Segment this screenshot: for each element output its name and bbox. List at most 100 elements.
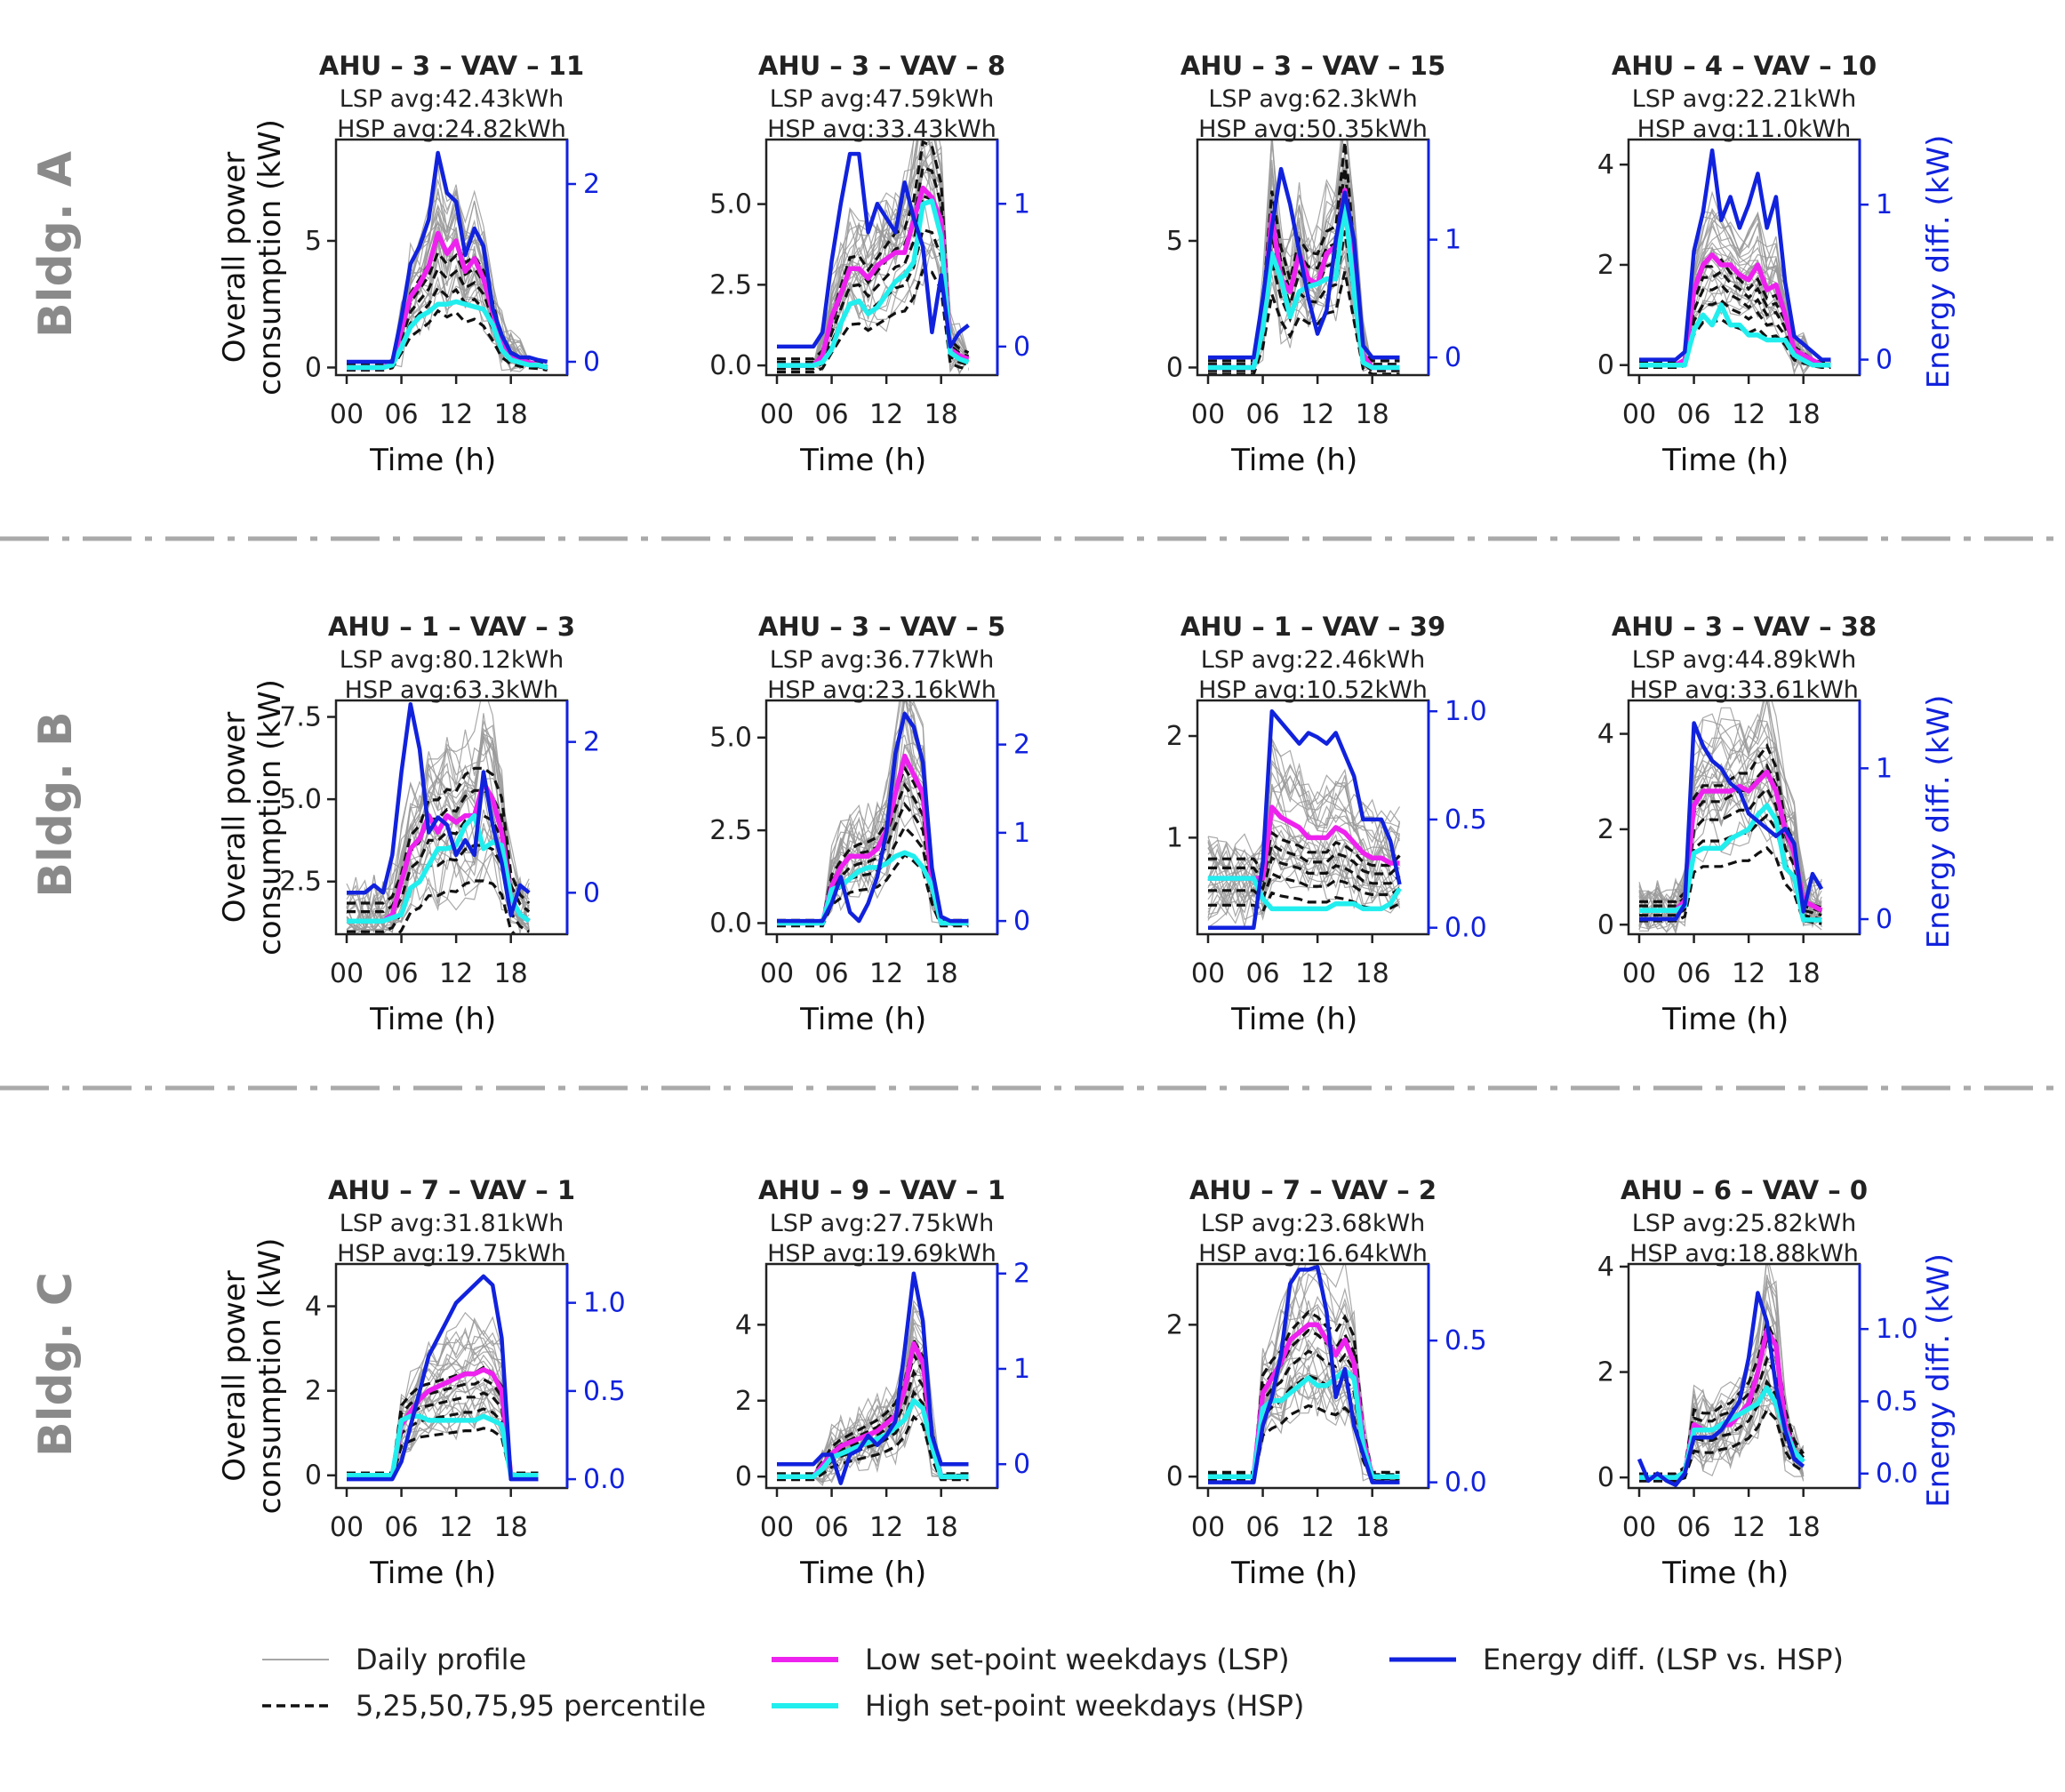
x-tick-label: 00 bbox=[330, 958, 364, 989]
y-tick-label: 2 bbox=[735, 1386, 752, 1417]
x-axis-label: Time (h) bbox=[1230, 443, 1357, 478]
y-tick-label: 0 bbox=[305, 1460, 322, 1492]
y2-tick-label: 1 bbox=[1013, 188, 1030, 220]
x-axis-label: Time (h) bbox=[369, 443, 496, 478]
x-tick-label: 06 bbox=[814, 399, 848, 430]
x-tick-label: 06 bbox=[1677, 1512, 1710, 1543]
percentile-line-95 bbox=[1639, 742, 1822, 909]
x-tick-label: 00 bbox=[1622, 1512, 1656, 1543]
daily-profile-line bbox=[346, 713, 530, 934]
legend-label: High set-point weekdays (HSP) bbox=[865, 1689, 1304, 1723]
y-tick-label: 0 bbox=[1166, 352, 1183, 383]
chart-title: AHU – 1 – VAV – 39 bbox=[1181, 612, 1445, 642]
hsp-line bbox=[347, 299, 548, 371]
daily-profile-line bbox=[777, 158, 969, 366]
daily-profile-line bbox=[1207, 860, 1400, 924]
daily-profile-line bbox=[346, 700, 530, 930]
daily-profile-line bbox=[347, 211, 548, 369]
y-tick-label: 4 bbox=[305, 1292, 322, 1323]
x-tick-label: 18 bbox=[1787, 1512, 1821, 1543]
lsp-average: LSP avg:47.59kWh bbox=[770, 85, 995, 113]
row-separators bbox=[0, 536, 2065, 1091]
y2-tick-label: 2 bbox=[583, 169, 600, 200]
daily-profile-line bbox=[347, 212, 548, 369]
plot-area bbox=[1208, 140, 1400, 375]
energy-diff-line bbox=[1639, 721, 1824, 922]
y2-axis-label: Energy diff. (kW) bbox=[1921, 1253, 1957, 1508]
legend-label: Low set-point weekdays (LSP) bbox=[865, 1643, 1290, 1676]
y-tick-label: 2.5 bbox=[709, 815, 752, 846]
energy-diff-line bbox=[777, 151, 970, 349]
x-tick-label: 06 bbox=[1245, 958, 1279, 989]
energy-diff-line bbox=[1208, 1264, 1400, 1484]
x-tick-label: 12 bbox=[439, 958, 473, 989]
legend-item-lsp: Low set-point weekdays (LSP) bbox=[772, 1643, 1290, 1676]
energy-diff-line bbox=[347, 1274, 539, 1482]
daily-profile-line bbox=[346, 789, 530, 934]
hsp-line bbox=[1208, 200, 1400, 371]
y2-tick-label: 0.5 bbox=[1876, 1386, 1918, 1417]
y-tick-label: 5.0 bbox=[709, 723, 752, 754]
chart-title: AHU – 3 – VAV – 5 bbox=[758, 612, 1005, 642]
y-tick-label: 4 bbox=[1597, 719, 1614, 750]
row-label-1: Bldg. A bbox=[29, 151, 83, 338]
y2-tick-label: 0 bbox=[1013, 906, 1030, 937]
y2-tick-label: 0.5 bbox=[583, 1376, 626, 1407]
legend-item-hsp: High set-point weekdays (HSP) bbox=[772, 1689, 1304, 1723]
x-tick-label: 18 bbox=[924, 1512, 958, 1543]
lsp-average: LSP avg:42.43kWh bbox=[340, 85, 564, 113]
energy-diff-line bbox=[347, 701, 531, 918]
legend-item-daily: Daily profile bbox=[262, 1643, 526, 1676]
y2-tick-label: 0.0 bbox=[583, 1464, 626, 1495]
row-labels: Bldg. A Bldg. B Bldg. C bbox=[29, 151, 83, 1457]
hsp-line bbox=[1639, 803, 1822, 923]
y-tick-label: 5.0 bbox=[279, 784, 322, 815]
plot-area bbox=[1207, 708, 1402, 930]
y2-tick-label: 0.5 bbox=[1445, 1325, 1487, 1356]
percentile-line-95 bbox=[347, 766, 531, 905]
y-tick-label: 2.5 bbox=[709, 269, 752, 300]
y-tick-label: 0 bbox=[1597, 909, 1614, 940]
x-tick-label: 00 bbox=[1622, 399, 1656, 430]
y-tick-label: 5 bbox=[1166, 226, 1183, 257]
y-tick-label: 2 bbox=[1166, 721, 1183, 752]
x-tick-label: 06 bbox=[1677, 958, 1710, 989]
y-tick-label: 0.0 bbox=[709, 908, 752, 939]
x-tick-label: 00 bbox=[760, 399, 794, 430]
percentile-line-75 bbox=[777, 164, 970, 364]
y-tick-label: 0.0 bbox=[709, 350, 752, 381]
x-axis-label: Time (h) bbox=[1661, 443, 1789, 478]
plot-area bbox=[777, 700, 969, 928]
x-tick-label: 18 bbox=[1787, 399, 1821, 430]
y-axis-label-line2: consumption (kW) bbox=[252, 119, 288, 396]
daily-profile-line bbox=[777, 241, 969, 372]
daily-profile-line bbox=[1207, 864, 1400, 928]
x-axis-label: Time (h) bbox=[1661, 1556, 1789, 1591]
chart-title: AHU – 7 – VAV – 1 bbox=[328, 1175, 575, 1205]
daily-profile-line bbox=[1638, 738, 1822, 928]
x-tick-label: 06 bbox=[384, 399, 418, 430]
chart-title: AHU – 3 – VAV – 11 bbox=[319, 51, 584, 81]
y-tick-label: 5 bbox=[305, 226, 322, 257]
hsp-line bbox=[777, 850, 969, 926]
y2-tick-label: 2 bbox=[1013, 1259, 1030, 1290]
y-axis-label: Overall power consumption (kW) bbox=[217, 679, 288, 956]
x-tick-label: 12 bbox=[1732, 399, 1765, 430]
daily-profile-line bbox=[1208, 1320, 1400, 1477]
row-label-text: Bldg. A bbox=[29, 151, 83, 338]
chart-title: AHU – 7 – VAV – 2 bbox=[1189, 1175, 1437, 1205]
x-axis-label: Time (h) bbox=[799, 443, 926, 478]
lsp-average: LSP avg:22.46kWh bbox=[1201, 646, 1426, 674]
y2-tick-label: 0 bbox=[1876, 904, 1893, 935]
daily-profile-line bbox=[777, 1317, 969, 1477]
x-axis-label: Time (h) bbox=[1230, 1556, 1357, 1591]
legend-label: Daily profile bbox=[356, 1643, 526, 1676]
plot-area bbox=[346, 700, 531, 934]
daily-profile-line bbox=[1208, 140, 1400, 369]
hsp-line bbox=[347, 1413, 539, 1478]
legend-label: Energy diff. (LSP vs. HSP) bbox=[1483, 1643, 1844, 1676]
